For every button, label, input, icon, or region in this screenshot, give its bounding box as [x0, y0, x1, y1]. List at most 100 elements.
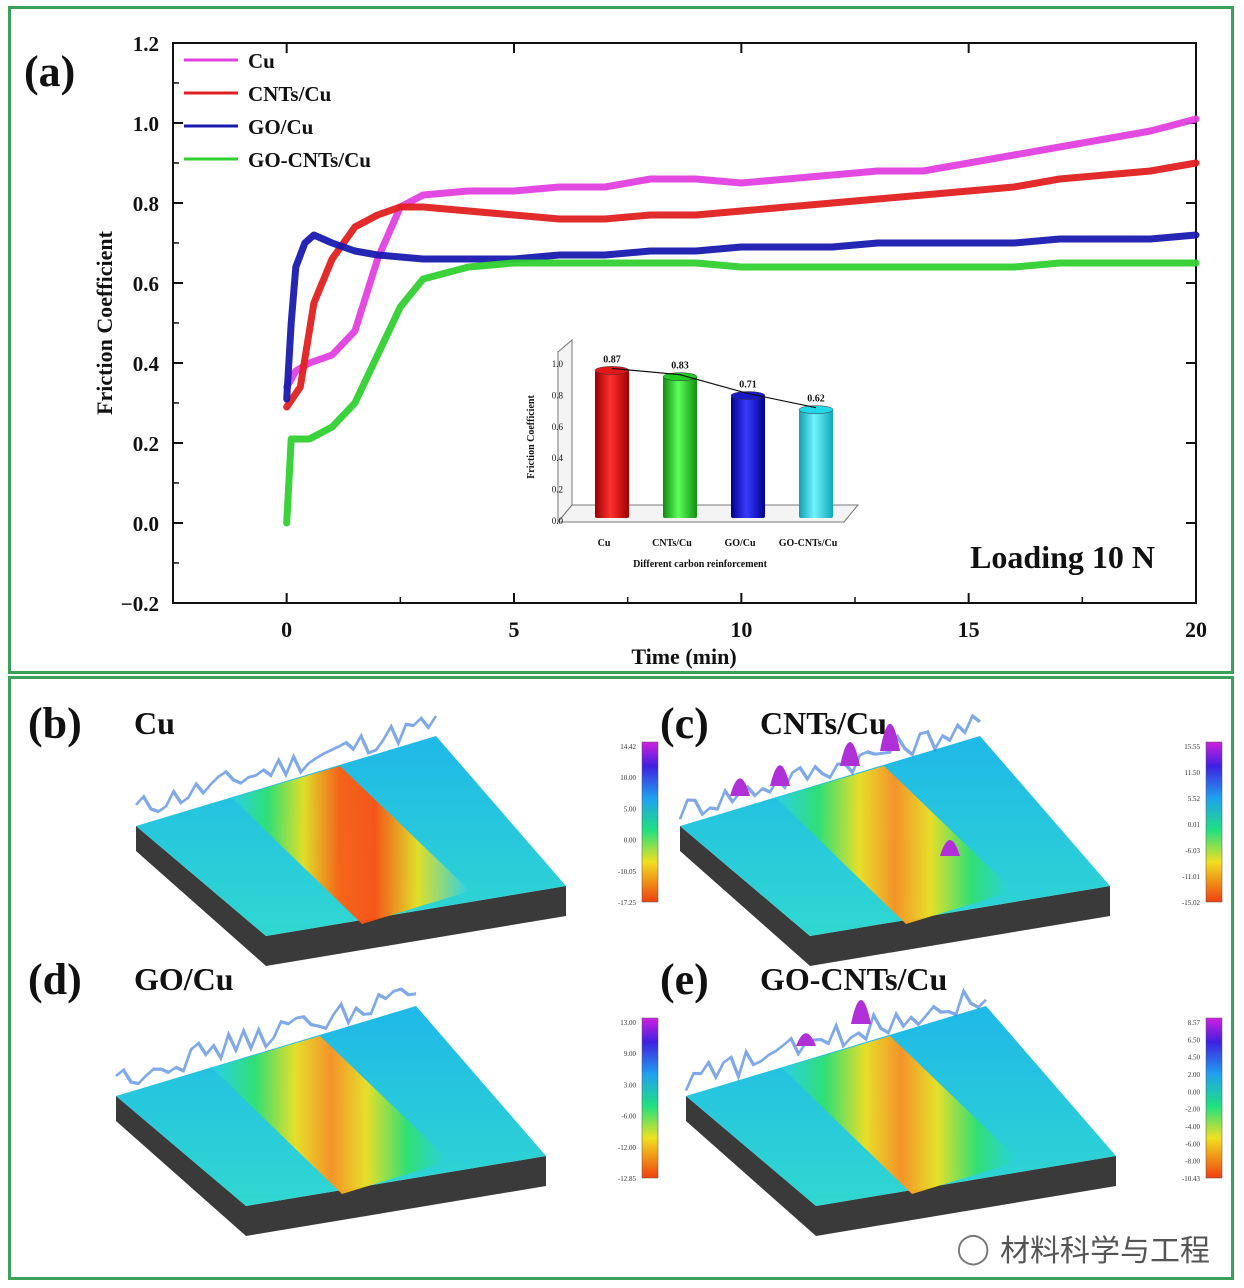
series-lines: [283, 115, 1200, 527]
inset-y-tick-label: 1.0: [552, 359, 564, 369]
panel-a-frame: [8, 6, 1234, 674]
x-tick-label: 20: [1185, 617, 1207, 642]
surface-peak: [840, 742, 860, 766]
surface-base-block: [680, 826, 1110, 966]
legend-label: CNTs/Cu: [248, 82, 332, 106]
colorbar-tick-label: 3.00: [624, 1081, 637, 1089]
inset-category-label: Cu: [598, 538, 611, 549]
colorbar-tick-label: 5.00: [624, 805, 637, 813]
series-line-cu: [283, 115, 1200, 391]
colorbar-tick-label: 14.42: [620, 743, 636, 751]
friction-line-chart: (a) −0.2 0.0 0.2 0.4 0.6 0.8 1.0 1.2 0 5 10 15 20 F…: [24, 32, 1207, 669]
colorbar: [641, 1017, 659, 1179]
colorbar-tick-label: 6.50: [1188, 1036, 1201, 1044]
colorbar-tick-label: -2.00: [1185, 1106, 1200, 1114]
surface-peak: [880, 723, 900, 751]
x-axis-label: Time (min): [631, 644, 736, 669]
wear-track: [212, 1036, 450, 1194]
inset-bar-cap: [662, 372, 698, 381]
inset-value-label: 0.71: [739, 380, 757, 391]
panel-bottom-frame: [8, 676, 1234, 1280]
colorbar-tick-label: 0.01: [1188, 821, 1201, 829]
y-tick-label: −0.2: [121, 592, 159, 616]
colorbar-tick-label: 0.00: [1188, 1088, 1201, 1096]
surface-group: (b) Cu 14.42 10.00 5.00 0.00 -10.05 -17.25 (c) CN…: [28, 699, 1223, 1236]
inset-bars: 0.87 Cu 0.83 CNTs/Cu 0.71 GO/Cu 0.62 GO-CNTs/Cu: [594, 354, 838, 549]
colorbar-tick-label: 5.52: [1188, 795, 1201, 803]
y-tick-label: 0.6: [133, 272, 159, 296]
y-tick-label: 1.0: [133, 112, 159, 136]
inset-y-label: Friction Coefficient: [526, 395, 537, 479]
colorbar: [1205, 1017, 1223, 1179]
surface-roughness: [135, 715, 438, 814]
inset-y-ticks: 0.0 0.2 0.4 0.6 0.8 1.0: [552, 359, 564, 526]
colorbar-tick-label: -6.03: [1185, 847, 1200, 855]
colorbar-tick-label: 13.00: [620, 1019, 636, 1027]
surface-roughness: [678, 713, 982, 820]
colorbar-tick-label: -4.00: [1185, 1123, 1200, 1131]
colorbar-tick-label: -10.43: [1182, 1175, 1201, 1183]
colorbar-tick-label: 10.00: [620, 774, 636, 782]
y-axis-label: Friction Coefficient: [92, 230, 117, 415]
inset-y-tick-label: 0.2: [552, 485, 563, 495]
colorbar: [1205, 741, 1223, 903]
inset-bar-chart: 0.0 0.2 0.4 0.6 0.8 1.0 0.87 Cu 0.83 CNTs/Cu 0.71…: [526, 338, 860, 570]
panel-title: CNTs/Cu: [760, 705, 887, 741]
surface-peak: [796, 1033, 816, 1046]
y-axis-ticks: −0.2 0.0 0.2 0.4 0.6 0.8 1.0 1.2: [121, 32, 1196, 616]
y-tick-label: 1.2: [133, 32, 159, 56]
inset-category-label: GO-CNTs/Cu: [779, 538, 838, 549]
legend-label: GO/Cu: [248, 115, 314, 139]
colorbar-tick-label: 0.00: [624, 837, 637, 845]
colorbar-tick-label: -11.01: [1182, 873, 1200, 881]
surface-peak: [770, 765, 790, 786]
y-tick-label: 0.0: [133, 512, 159, 536]
panel-label: (c): [660, 699, 709, 748]
colorbar-tick-label: 11.50: [1185, 769, 1201, 777]
colorbar-tick-label: -6.00: [1185, 1140, 1200, 1148]
wechat-icon: ◯: [956, 1230, 990, 1266]
panel-label: (d): [28, 955, 82, 1004]
surface-peak: [940, 840, 960, 856]
surface-roughness: [115, 987, 417, 1086]
colorbar-tick-label: -6.00: [621, 1113, 636, 1121]
inset-bar: [731, 395, 765, 518]
colorbar-tick-label: -17.25: [618, 899, 637, 907]
y-tick-label: 0.8: [133, 192, 159, 216]
inset-y-tick-label: 0.0: [552, 516, 564, 526]
surface-base-block: [686, 1096, 1116, 1236]
legend: Cu CNTs/Cu GO/Cu GO-CNTs/Cu: [184, 49, 371, 172]
surface-panels: (b) Cu 14.42 10.00 5.00 0.00 -10.05 -17.25 (c) CN…: [28, 699, 1223, 1236]
colorbar-tick-label: -10.05: [618, 868, 637, 876]
surface-peak: [730, 778, 750, 796]
inset-floor: [556, 504, 860, 523]
wear-track: [232, 766, 470, 924]
inset-y-tick-label: 0.8: [552, 390, 564, 400]
colorbar-tick-label: 2.00: [1188, 1071, 1201, 1079]
panel-label: (e): [660, 955, 709, 1004]
inset-bar: [799, 409, 833, 518]
inset-value-label: 0.83: [671, 361, 689, 372]
colorbar-tick-label: 8.57: [1188, 1019, 1201, 1027]
panel-title: Cu: [134, 705, 175, 741]
colorbar-tick-label: 9.00: [624, 1050, 637, 1058]
y-tick-label: 0.2: [133, 432, 159, 456]
inset-bar-cap: [798, 405, 834, 414]
colorbar-tick-label: -15.02: [1182, 899, 1201, 907]
wear-track: [776, 766, 1014, 924]
inset-y-tick-label: 0.6: [552, 422, 564, 432]
panel-title: GO-CNTs/Cu: [760, 961, 947, 997]
loading-annotation: Loading 10 N: [970, 539, 1155, 575]
inset-bar: [663, 376, 697, 518]
legend-label: GO-CNTs/Cu: [248, 148, 371, 172]
watermark: ◯ 材料科学与工程: [956, 1226, 1210, 1270]
colorbar: [641, 741, 659, 903]
inset-bar-cap: [730, 391, 766, 400]
series-line-cnts-cu: [283, 159, 1200, 411]
colorbar-tick-label: 4.50: [1188, 1054, 1201, 1062]
colorbar-tick-label: 15.55: [1184, 743, 1200, 751]
x-tick-label: 5: [509, 617, 520, 642]
x-tick-label: 10: [730, 617, 752, 642]
panel-title: GO/Cu: [134, 961, 234, 997]
